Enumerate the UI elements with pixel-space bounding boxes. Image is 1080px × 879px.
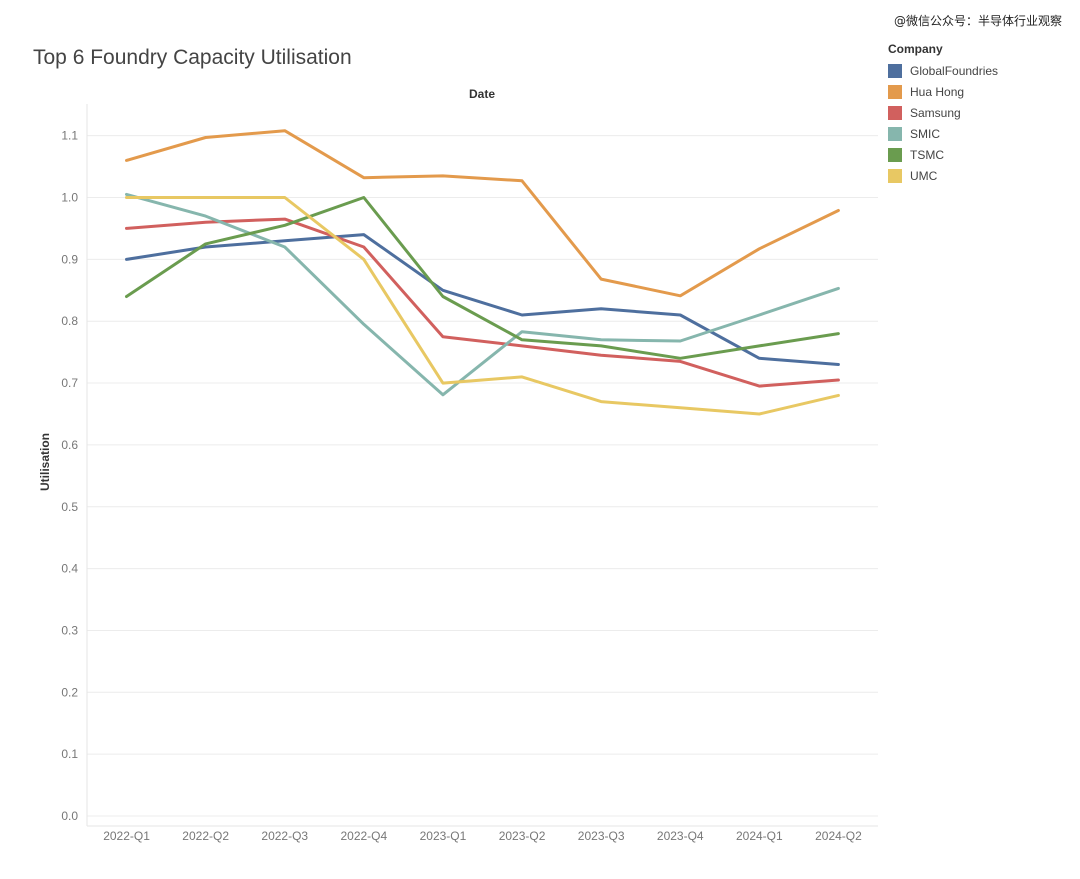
legend-label: Hua Hong bbox=[910, 84, 965, 99]
series-line-umc bbox=[125, 196, 840, 416]
series-line-smic bbox=[125, 192, 840, 397]
x-tick-label: 2022-Q1 bbox=[103, 829, 150, 843]
legend-swatch bbox=[888, 168, 902, 183]
y-tick-label: 0.7 bbox=[61, 376, 78, 390]
legend-swatch bbox=[888, 63, 902, 78]
legend-item: Hua Hong bbox=[888, 81, 998, 102]
watermark: @微信公众号：半导体行业观察 bbox=[893, 14, 1062, 28]
legend-item: Samsung bbox=[888, 102, 998, 123]
series-line-tsmc bbox=[125, 196, 840, 360]
y-tick-label: 1.1 bbox=[61, 129, 78, 143]
legend-swatch bbox=[888, 126, 902, 141]
x-tick-label: 2024-Q1 bbox=[736, 829, 783, 843]
legend-swatch bbox=[888, 105, 902, 120]
legend-item: SMIC bbox=[888, 123, 998, 144]
chart-title: Top 6 Foundry Capacity Utilisation bbox=[33, 46, 352, 69]
y-tick-label: 0.8 bbox=[61, 314, 78, 328]
x-tick-label: 2023-Q4 bbox=[657, 829, 704, 843]
x-tick-label: 2022-Q4 bbox=[340, 829, 387, 843]
y-tick-label: 0.1 bbox=[61, 747, 78, 761]
legend-label: Samsung bbox=[910, 105, 961, 120]
x-tick-label: 2023-Q3 bbox=[578, 829, 625, 843]
legend-title: Company bbox=[888, 42, 943, 56]
y-tick-label: 0.2 bbox=[61, 685, 78, 699]
y-tick-label: 0.5 bbox=[61, 500, 78, 514]
legend-label: TSMC bbox=[910, 147, 944, 162]
x-tick-label: 2022-Q2 bbox=[182, 829, 229, 843]
legend-swatch bbox=[888, 147, 902, 162]
series-line-hua-hong bbox=[125, 129, 840, 298]
legend-item: GlobalFoundries bbox=[888, 60, 998, 81]
x-axis-title: Date bbox=[469, 87, 495, 101]
legend-label: GlobalFoundries bbox=[910, 63, 999, 78]
legend-label: UMC bbox=[910, 168, 938, 183]
x-tick-label: 2024-Q2 bbox=[815, 829, 862, 843]
y-tick-label: 0.6 bbox=[61, 438, 78, 452]
y-tick-label: 0.9 bbox=[61, 252, 78, 266]
legend: Company GlobalFoundries Hua Hong Samsung SM… bbox=[888, 42, 998, 186]
series-line-globalfoundries bbox=[125, 233, 840, 366]
series-line-samsung bbox=[125, 217, 840, 388]
legend-label: SMIC bbox=[910, 126, 940, 141]
y-tick-label: 0.4 bbox=[61, 562, 78, 576]
legend-item: TSMC bbox=[888, 144, 998, 165]
y-tick-label: 1.0 bbox=[61, 191, 78, 205]
y-tick-label: 0.0 bbox=[61, 809, 78, 823]
legend-swatch bbox=[888, 84, 902, 99]
x-tick-label: 2022-Q3 bbox=[261, 829, 308, 843]
x-tick-label: 2023-Q1 bbox=[420, 829, 467, 843]
y-axis-title: Utilisation bbox=[38, 433, 52, 491]
y-tick-label: 0.3 bbox=[61, 623, 78, 637]
legend-item: UMC bbox=[888, 165, 998, 186]
x-tick-label: 2023-Q2 bbox=[499, 829, 546, 843]
